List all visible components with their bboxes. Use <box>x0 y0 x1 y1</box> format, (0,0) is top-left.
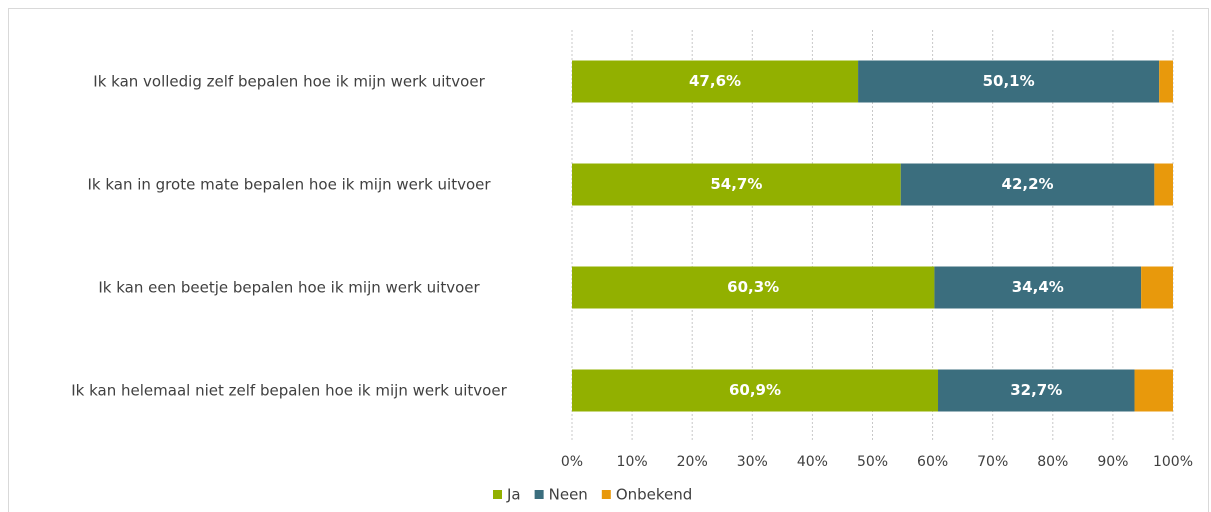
x-tick-label: 10% <box>617 454 648 470</box>
x-tick-label: 80% <box>1037 454 1068 470</box>
category-label: Ik kan helemaal niet zelf bepalen hoe ik… <box>71 381 507 399</box>
data-label: 34,4% <box>1012 278 1064 296</box>
x-tick-label: 0% <box>561 454 583 470</box>
category-label: Ik kan volledig zelf bepalen hoe ik mijn… <box>93 72 485 90</box>
bar-segment <box>1134 369 1173 412</box>
bar-segment <box>1154 163 1173 206</box>
bar-segment <box>572 163 901 206</box>
data-label: 54,7% <box>710 175 762 193</box>
bar-segment <box>858 60 1160 103</box>
data-label: 47,6% <box>689 72 741 90</box>
category-label: Ik kan in grote mate bepalen hoe ik mijn… <box>87 175 491 193</box>
legend-label: Neen <box>549 486 588 504</box>
bar-segment <box>934 266 1142 309</box>
x-tick-label: 100% <box>1153 454 1193 470</box>
data-label: 60,9% <box>729 381 781 399</box>
legend-swatch <box>493 490 502 499</box>
bar-segment <box>1159 60 1173 103</box>
bar-segment <box>572 369 939 412</box>
legend-swatch <box>601 490 611 499</box>
x-tick-label: 30% <box>737 454 768 470</box>
legend-swatch <box>534 490 544 499</box>
bar-segment <box>572 266 935 309</box>
bar-segment <box>900 163 1155 206</box>
legend-label: Onbekend <box>616 486 692 504</box>
category-label: Ik kan een beetje bepalen hoe ik mijn we… <box>98 278 480 296</box>
x-tick-label: 20% <box>677 454 708 470</box>
x-tick-label: 60% <box>917 454 948 470</box>
legend-label: Ja <box>506 486 521 504</box>
x-tick-label: 40% <box>797 454 828 470</box>
bar-segment <box>1141 266 1173 309</box>
x-tick-label: 70% <box>977 454 1008 470</box>
chart-border <box>8 8 1209 512</box>
x-tick-label: 50% <box>857 454 888 470</box>
data-label: 32,7% <box>1010 381 1062 399</box>
data-label: 42,2% <box>1002 175 1054 193</box>
data-label: 50,1% <box>983 72 1035 90</box>
bar-segment <box>572 60 859 103</box>
x-tick-label: 90% <box>1097 454 1128 470</box>
data-label: 60,3% <box>727 278 779 296</box>
bar-segment <box>938 369 1135 412</box>
